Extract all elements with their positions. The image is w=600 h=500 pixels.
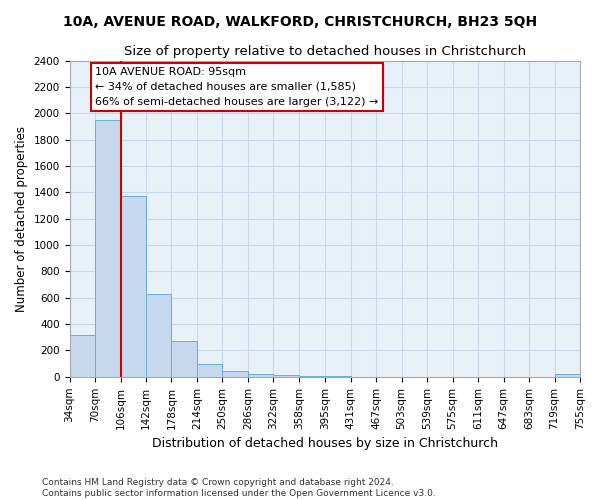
Y-axis label: Number of detached properties: Number of detached properties <box>15 126 28 312</box>
Bar <box>274 375 299 377</box>
Bar <box>121 196 146 377</box>
Bar <box>172 340 197 377</box>
Bar <box>248 374 274 377</box>
Bar <box>554 374 580 377</box>
X-axis label: Distribution of detached houses by size in Christchurch: Distribution of detached houses by size … <box>152 437 498 450</box>
Text: 10A, AVENUE ROAD, WALKFORD, CHRISTCHURCH, BH23 5QH: 10A, AVENUE ROAD, WALKFORD, CHRISTCHURCH… <box>63 15 537 29</box>
Text: Contains HM Land Registry data © Crown copyright and database right 2024.
Contai: Contains HM Land Registry data © Crown c… <box>42 478 436 498</box>
Text: 10A AVENUE ROAD: 95sqm
← 34% of detached houses are smaller (1,585)
66% of semi-: 10A AVENUE ROAD: 95sqm ← 34% of detached… <box>95 67 379 106</box>
Bar <box>95 120 121 377</box>
Title: Size of property relative to detached houses in Christchurch: Size of property relative to detached ho… <box>124 45 526 58</box>
Bar <box>70 336 95 377</box>
Bar <box>197 364 223 377</box>
Bar <box>223 371 248 377</box>
Bar <box>299 376 325 377</box>
Bar <box>146 294 172 377</box>
